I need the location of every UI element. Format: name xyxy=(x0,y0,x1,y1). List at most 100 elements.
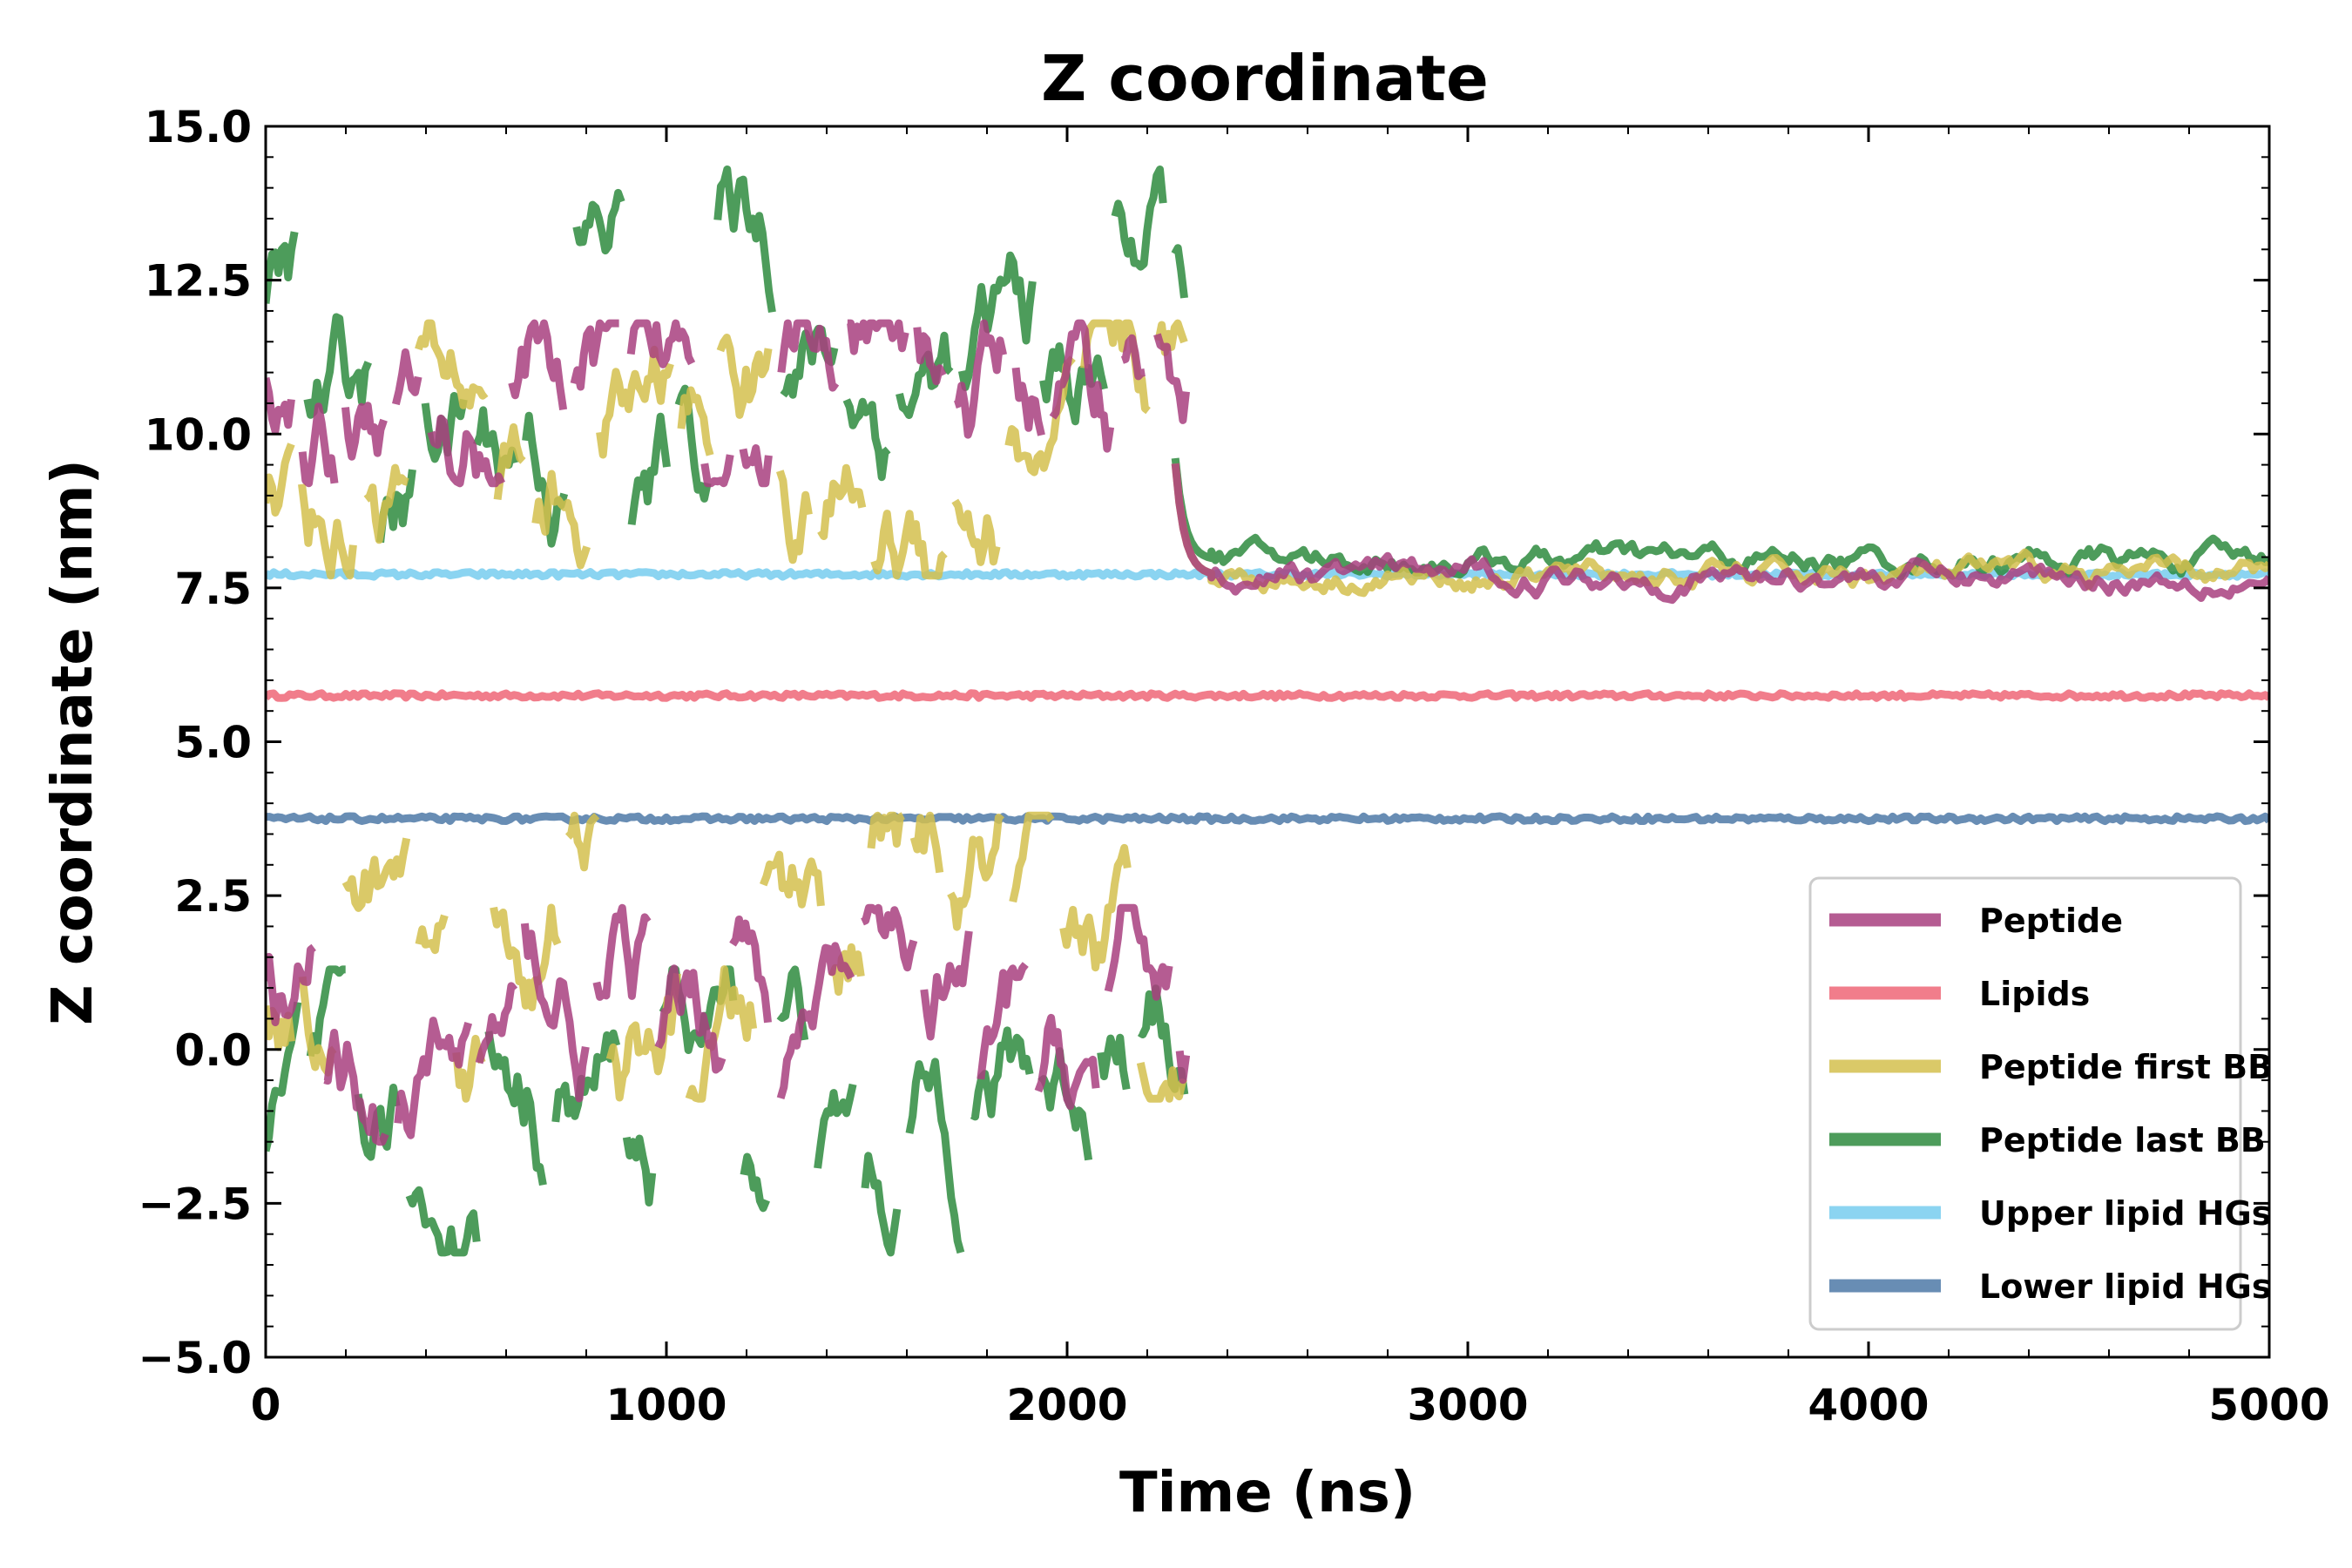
series-line-peptide-lower xyxy=(776,942,855,1100)
y-tick-label: −2.5 xyxy=(139,1179,252,1229)
series-line-peptide-lower xyxy=(323,1029,389,1146)
series-line-peptide-first-bb-upper xyxy=(776,470,813,564)
legend: Peptide Lipids Peptide first BB Peptide las… xyxy=(1808,876,2273,1331)
series-line-peptide-first-bb-upper xyxy=(677,386,714,456)
y-tick-label: 12.5 xyxy=(145,256,252,307)
legend-label: Lipids xyxy=(1979,975,2090,1013)
series-line-peptide-lower xyxy=(1175,1050,1191,1085)
series-line-peptide-first-bb-upper xyxy=(596,345,674,459)
series-line-peptide-last-bb-upper xyxy=(713,166,776,313)
series-line-peptide-lower xyxy=(654,964,727,1074)
x-tick-label: 3000 xyxy=(1407,1380,1528,1430)
series-line-peptide-first-bb-upper xyxy=(1080,319,1151,415)
series-line-peptide-last-bb-lower xyxy=(405,1186,481,1257)
series-line-peptide-lower xyxy=(266,943,316,1027)
y-tick-label: 5.0 xyxy=(174,718,252,768)
series-line-peptide-lower xyxy=(394,1017,473,1139)
series-line-peptide-last-bb-lower xyxy=(551,1029,621,1123)
series-line-peptide-lower xyxy=(861,903,918,972)
series-line-peptide-last-bb-lower xyxy=(905,1058,965,1254)
series-line-peptide-upper xyxy=(266,376,295,435)
series-line-lipids xyxy=(266,689,2269,702)
series-line-peptide-last-bb-lower xyxy=(814,1083,857,1169)
series-line-peptide-first-bb-lower xyxy=(266,1005,295,1051)
series-line-peptide-first-bb-upper xyxy=(266,443,295,517)
x-tick-label: 0 xyxy=(251,1380,281,1430)
series-line-peptide-first-bb-lower xyxy=(1009,811,1055,903)
series-line-peptide-first-bb-lower xyxy=(685,965,758,1103)
series-line-peptide-upper xyxy=(626,319,696,368)
series-line-peptide-last-bb-upper xyxy=(303,313,372,419)
series-line-peptide-first-bb-upper xyxy=(870,510,948,580)
series-line-peptide-lower xyxy=(592,903,652,1001)
series-line-peptide-first-bb-upper xyxy=(817,463,867,540)
series-line-peptide-first-bb-upper xyxy=(1004,355,1076,476)
series-line-peptide-first-bb-lower xyxy=(452,1034,486,1103)
series-line-peptide-last-bb-upper xyxy=(1171,244,1188,299)
series-line-peptide-first-bb-lower xyxy=(909,811,944,874)
series-line-peptide-last-bb-upper xyxy=(266,231,299,304)
series-line-peptide-last-bb-bound xyxy=(1171,457,2269,581)
series-line-peptide-last-bb-lower xyxy=(484,1031,547,1186)
series-line-peptide-last-bb-lower xyxy=(306,965,347,1058)
series-line-peptide-first-bb-upper xyxy=(716,334,773,419)
y-tick-label: 2.5 xyxy=(174,871,252,922)
series-line-peptide-lower xyxy=(520,923,590,1103)
x-tick-label: 1000 xyxy=(605,1380,727,1430)
series-line-peptide-first-bb-upper xyxy=(298,483,357,580)
x-axis-label: Time (ns) xyxy=(1119,1461,1416,1525)
series-line-peptide-last-bb-upper xyxy=(896,331,954,419)
series-line-peptide-lower xyxy=(977,962,1029,1080)
series-line-peptide-lower xyxy=(920,930,973,1041)
series-line-peptide-last-bb-lower xyxy=(622,1134,657,1206)
series-line-peptide-upper xyxy=(392,348,422,406)
series-line-peptide-first-bb-lower xyxy=(1136,1062,1188,1103)
series-line-peptide-lower xyxy=(1034,1013,1100,1111)
series-line-peptide-bound xyxy=(1171,463,2269,605)
series-line-peptide-last-bb-lower xyxy=(354,1084,401,1161)
x-tick-label: 5000 xyxy=(2208,1380,2329,1430)
series-line-peptide-last-bb-lower xyxy=(1097,1033,1131,1091)
series-line-peptide-last-bb-lower xyxy=(740,1152,770,1213)
series-line-peptide-first-bb-lower xyxy=(490,903,562,1011)
series-line-peptide-first-bb-upper xyxy=(415,319,489,410)
series-layer xyxy=(266,166,2269,1257)
series-line-peptide-upper xyxy=(1011,367,1045,436)
series-line-peptide-first-bb-upper xyxy=(531,470,591,570)
y-tick-label: 7.5 xyxy=(174,564,252,614)
series-line-lower-lipid-hgs xyxy=(266,812,2269,826)
series-line-peptide-lower xyxy=(729,916,772,1024)
series-line-peptide-upper xyxy=(427,414,505,488)
y-axis-label: Z coordinate (nm) xyxy=(41,459,105,1025)
series-line-peptide-upper xyxy=(1049,319,1115,453)
series-line-peptide-last-bb-upper xyxy=(842,397,891,482)
chart-title: Z coordinate xyxy=(1041,42,1489,115)
series-line-peptide-first-bb-upper xyxy=(363,463,409,544)
legend-label: Lower lipid HGs xyxy=(1979,1267,2272,1306)
series-line-peptide-upper xyxy=(508,319,568,410)
series-line-peptide-upper xyxy=(341,402,388,461)
series-line-peptide-upper xyxy=(1153,333,1190,424)
series-line-peptide-last-bb-upper xyxy=(627,412,671,525)
series-line-peptide-last-bb-upper xyxy=(674,384,712,503)
series-line-peptide-last-bb-upper xyxy=(957,251,1037,391)
series-line-peptide-first-bb-lower xyxy=(1059,843,1132,972)
series-line-peptide-last-bb-upper xyxy=(572,188,625,255)
y-tick-label: −5.0 xyxy=(139,1333,252,1383)
series-line-peptide-first-bb-upper xyxy=(1154,319,1188,356)
series-line-peptide-upper xyxy=(913,327,947,386)
series-line-peptide-upper xyxy=(700,454,734,488)
y-tick-label: 15.0 xyxy=(145,102,252,152)
series-line-peptide-first-bb-lower xyxy=(867,811,905,849)
series-line-peptide-last-bb-upper xyxy=(1039,342,1108,426)
series-line-peptide-last-bb-lower xyxy=(776,965,809,1041)
y-tick-label: 10.0 xyxy=(145,409,252,460)
series-line-peptide-upper xyxy=(298,402,339,488)
series-line-peptide-upper xyxy=(847,319,909,355)
x-tick-label: 4000 xyxy=(1808,1380,1929,1430)
series-line-peptide-last-bb-upper xyxy=(1111,166,1167,271)
series-line-peptide-first-bb-upper xyxy=(493,422,526,500)
legend-label: Upper lipid HGs xyxy=(1979,1194,2271,1233)
series-line-peptide-upper xyxy=(954,319,1007,439)
